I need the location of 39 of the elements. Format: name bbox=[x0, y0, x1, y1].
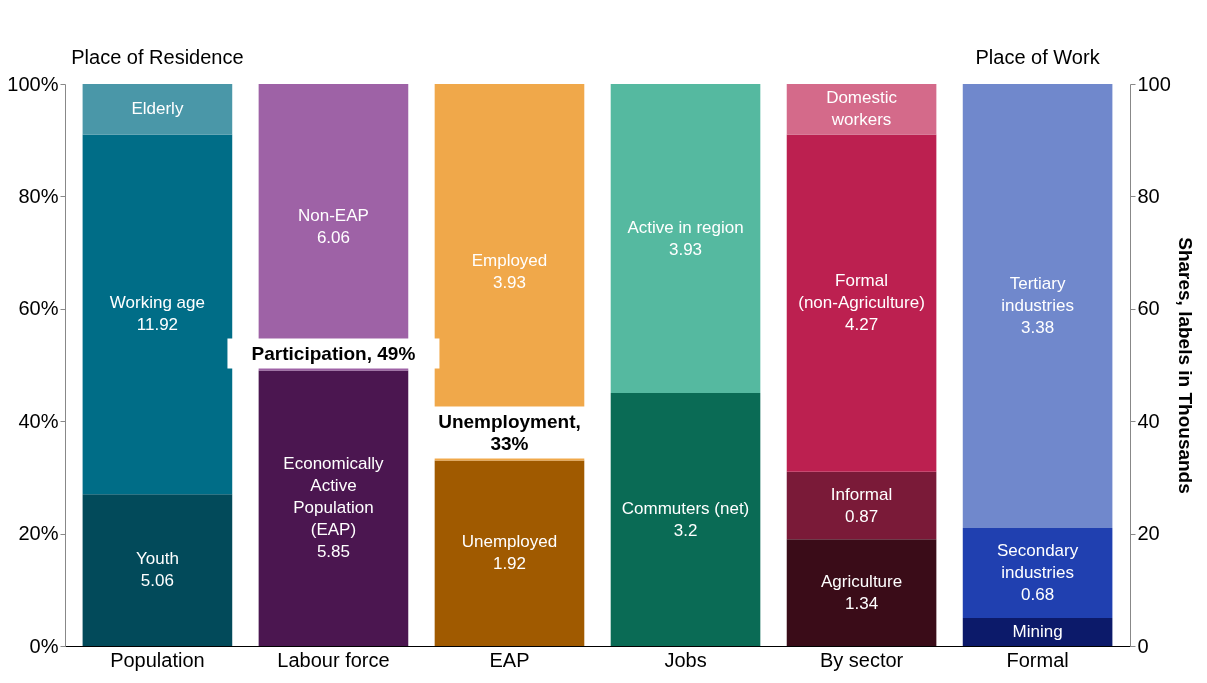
y-tick-label: 100% bbox=[7, 72, 59, 95]
series-label: Unemployed 1.92 bbox=[461, 532, 558, 574]
series-label: Employed 3.93 bbox=[471, 251, 548, 293]
series-label: Commuters (net) 3.2 bbox=[621, 498, 750, 540]
series-label: Youth 5.06 bbox=[135, 549, 179, 591]
series-label: Tertiary industries 3.38 bbox=[1001, 273, 1074, 337]
x-tick-label: By sector bbox=[819, 648, 904, 671]
series-label: Agriculture 1.34 bbox=[820, 571, 903, 613]
series-label: Non-EAP 6.06 bbox=[298, 206, 369, 248]
text: Place of Residence bbox=[71, 46, 244, 68]
y2-axis-title: Shares, labels in Thousands bbox=[1174, 237, 1196, 494]
series-label: Mining bbox=[1012, 621, 1063, 641]
series-label: Working age 11.92 bbox=[109, 293, 205, 335]
x-tick-label: Labour force bbox=[277, 648, 390, 671]
y-tick-label: 60% bbox=[18, 297, 59, 320]
y2-tick-label: 40 bbox=[1137, 409, 1160, 432]
y2-tick-label: 0 bbox=[1137, 634, 1149, 657]
series-label: Domestic workers bbox=[826, 88, 898, 130]
x-tick-label: Formal bbox=[1006, 648, 1069, 671]
y-tick-label: 40% bbox=[18, 409, 59, 432]
series-label: Active in region 3.93 bbox=[627, 217, 744, 259]
y2-tick-label: 60 bbox=[1137, 297, 1160, 320]
y2-tick-label: 20 bbox=[1137, 522, 1160, 545]
series-label: Secondary industries 0.68 bbox=[996, 540, 1079, 604]
series-label: Formal (non-Agriculture) 4.27 bbox=[798, 271, 925, 335]
x-tick-label: EAP bbox=[489, 648, 530, 671]
y-tick-label: 0% bbox=[29, 634, 59, 657]
y-tick-label: 20% bbox=[18, 522, 59, 545]
series-label: Informal 0.87 bbox=[830, 484, 893, 526]
x-tick-label: Population bbox=[110, 648, 205, 671]
series-label: Elderly bbox=[131, 99, 184, 119]
y2-tick-label: 100 bbox=[1137, 72, 1171, 95]
y-tick-label: 80% bbox=[18, 184, 59, 207]
x-tick-label: Jobs bbox=[664, 648, 707, 671]
annotation: Participation, 49% bbox=[251, 342, 416, 364]
annotation: Unemployment, 33% bbox=[438, 410, 581, 454]
text: Place of Work bbox=[975, 46, 1101, 68]
y2-tick-label: 80 bbox=[1137, 184, 1160, 207]
series-label: Economically Active Population (EAP) 5.85 bbox=[283, 454, 385, 562]
